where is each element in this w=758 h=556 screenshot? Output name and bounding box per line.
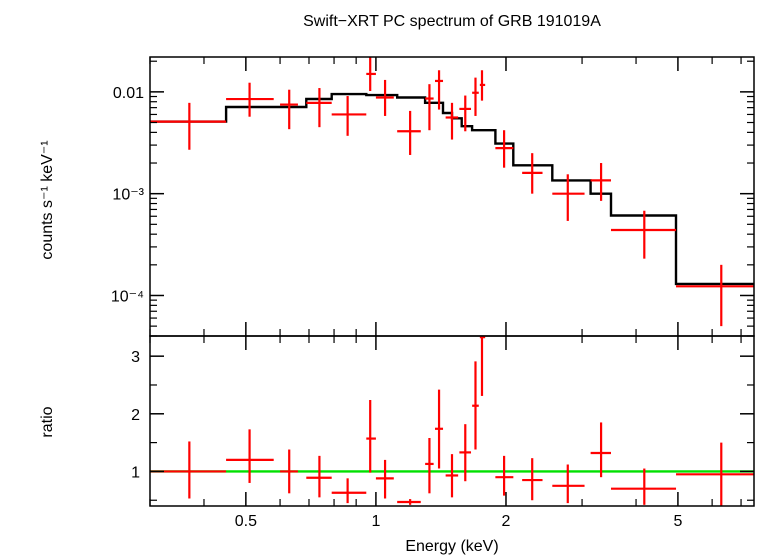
ratio-data-point [590, 422, 611, 478]
spectrum-data-point [610, 210, 677, 259]
y-axis-label-ratio: ratio [39, 406, 56, 437]
ratio-data-point [366, 399, 376, 473]
spectrum-data-point [552, 174, 585, 221]
ratio-panel: 0.5 1 2 5 1 2 3 [131, 335, 755, 530]
spectrum-data-point [226, 82, 274, 117]
ratio-data-point [522, 458, 543, 501]
spectrum-data-point [366, 57, 376, 91]
spectrum-data-point [150, 102, 227, 150]
spectrum-data-point [425, 84, 434, 131]
ratio-data-point [676, 442, 754, 506]
ratio-data-point [552, 464, 585, 504]
y-tick-label: 10⁻³ [112, 187, 144, 204]
y-tick-label: 3 [131, 349, 140, 366]
ratio-data-point [425, 438, 434, 494]
ratio-data-point [375, 459, 394, 499]
x-tick-label: 2 [502, 513, 511, 530]
ratio-data-point [397, 499, 421, 505]
ratio-data-point [445, 454, 459, 498]
spectrum-data-point [479, 70, 486, 101]
spectrum-panel: 0.01 10⁻³ 10⁻⁴ [111, 56, 755, 337]
spectrum-data-point [434, 70, 444, 110]
spectrum-data-point [590, 163, 611, 201]
spectrum-data-point [445, 102, 459, 140]
spectrum-data-point [522, 153, 543, 194]
spectrum-data-point [676, 264, 754, 327]
spectrum-data-point [472, 77, 479, 116]
y-axis-label-spectrum: counts s⁻¹ keV⁻¹ [39, 140, 56, 259]
ratio-data-point [226, 429, 274, 483]
x-tick-label: 5 [673, 513, 682, 530]
ratio-data-point [434, 389, 444, 469]
spectrum-data-point [397, 110, 421, 155]
ratio-data-point [306, 455, 332, 498]
y-tick-label: 1 [131, 464, 140, 481]
ratio-axes: 0.5 1 2 5 1 2 3 [131, 336, 754, 530]
spectrum-data-point [459, 95, 472, 132]
x-axis-label: Energy (keV) [405, 538, 498, 555]
x-tick-label: 0.5 [235, 513, 257, 530]
spectrum-data-point [331, 96, 367, 136]
ratio-data-points [150, 336, 754, 506]
y-tick-label: 0.01 [113, 85, 144, 102]
ratio-data-point [150, 441, 227, 499]
spectrum-data-point [375, 79, 394, 116]
ratio-data-point [472, 361, 479, 450]
ratio-plot-frame [149, 335, 755, 507]
spectrum-data-point [280, 89, 298, 130]
ratio-data-point [331, 478, 367, 504]
y-tick-label: 2 [131, 407, 140, 424]
ratio-data-point [280, 449, 298, 494]
x-tick-label: 1 [371, 513, 380, 530]
ratio-data-point [479, 336, 486, 396]
ratio-data-point [459, 424, 472, 482]
spectrum-axes: 0.01 10⁻³ 10⁻⁴ [111, 57, 754, 337]
spectrum-data-point [306, 88, 332, 128]
ratio-data-point [495, 455, 514, 496]
chart-title: Swift−XRT PC spectrum of GRB 191019A [303, 13, 601, 30]
spectrum-data-point [495, 130, 514, 168]
ratio-data-point [610, 468, 677, 505]
spectrum-data-points [150, 57, 754, 327]
y-tick-label: 10⁻⁴ [111, 288, 144, 305]
